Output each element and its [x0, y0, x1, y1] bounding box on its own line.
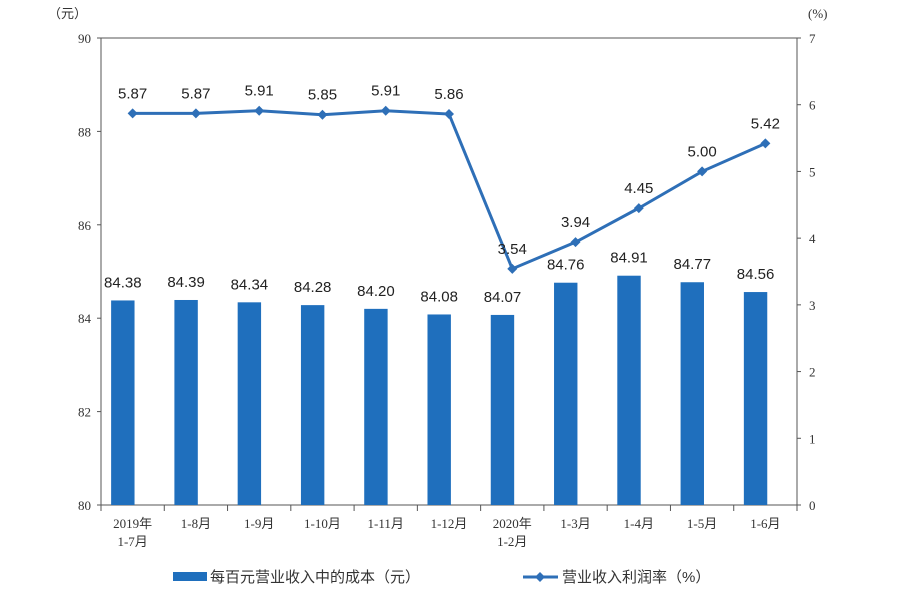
line-marker [760, 138, 771, 149]
legend-line-label: 营业收入利润率（%） [562, 569, 710, 586]
bar-data-label: 84.91 [610, 250, 648, 267]
line-data-label: 5.91 [371, 83, 400, 100]
right-axis-unit: (%) [808, 6, 828, 21]
right-tick-label: 5 [809, 164, 816, 179]
bar-data-label: 84.28 [294, 279, 332, 296]
x-tick-label: 1-12月 [431, 516, 468, 531]
line-marker [317, 109, 328, 120]
bar-data-label: 84.34 [231, 276, 269, 293]
left-tick-label: 90 [78, 31, 91, 46]
left-tick-label: 82 [78, 405, 91, 420]
right-tick-label: 6 [809, 98, 816, 113]
x-tick-label: 1-2月 [497, 534, 527, 549]
bar [680, 282, 704, 505]
line-marker [444, 109, 454, 120]
left-tick-label: 86 [78, 218, 92, 233]
line-marker [254, 105, 265, 116]
bar-data-label: 84.76 [547, 257, 585, 274]
left-tick-label: 80 [78, 498, 91, 513]
x-tick-label: 1-8月 [181, 516, 211, 531]
right-tick-label: 2 [809, 365, 816, 380]
bar-data-label: 84.39 [167, 274, 205, 291]
line-data-label: 5.91 [245, 83, 274, 100]
line-marker [127, 108, 138, 119]
bar-data-label: 84.07 [484, 289, 522, 306]
line-marker [507, 263, 518, 274]
legend-bar-swatch [173, 572, 207, 581]
right-tick-label: 3 [809, 298, 816, 313]
line-marker [697, 166, 708, 177]
right-tick-label: 7 [809, 31, 816, 46]
legend-line-marker [535, 572, 545, 582]
line-marker [570, 237, 581, 248]
x-tick-label: 1-9月 [244, 516, 274, 531]
x-tick-label: 1-6月 [750, 516, 780, 531]
bar [427, 314, 451, 505]
bar [743, 292, 768, 505]
x-tick-label: 1-5月 [687, 516, 717, 531]
bar [174, 299, 198, 505]
line-data-label: 5.00 [687, 143, 716, 160]
bar [617, 275, 641, 505]
line-data-label: 5.85 [308, 87, 337, 104]
line-series [132, 109, 766, 271]
x-tick-label: 1-3月 [560, 516, 590, 531]
x-tick-label: 1-11月 [368, 516, 404, 531]
bar-data-label: 84.38 [104, 274, 142, 291]
right-tick-label: 4 [809, 231, 816, 246]
line-data-label: 5.42 [751, 115, 780, 132]
x-tick-label: 1-7月 [117, 534, 147, 549]
bar [300, 305, 325, 505]
bar [237, 302, 262, 505]
legend-bar-label: 每百元营业收入中的成本（元） [210, 569, 420, 586]
line-data-label: 5.87 [118, 85, 147, 102]
line-data-label: 3.54 [498, 241, 527, 258]
line-data-label: 5.86 [434, 86, 463, 103]
bar [490, 314, 515, 505]
bar [554, 282, 578, 505]
bar-data-label: 84.56 [737, 266, 775, 283]
bar [364, 308, 388, 505]
line-marker [633, 203, 644, 214]
left-axis-unit: （元） [48, 6, 87, 21]
x-tick-label: 1-10月 [304, 516, 341, 531]
bar-data-label: 84.08 [420, 288, 458, 305]
x-tick-label: 1-4月 [624, 516, 654, 531]
bar [111, 300, 135, 505]
line-data-label: 3.94 [561, 214, 590, 231]
left-tick-label: 84 [78, 311, 92, 326]
line-data-label: 5.87 [181, 85, 210, 102]
line-marker [190, 108, 201, 119]
x-tick-label: 2020年 [493, 516, 532, 531]
bar-data-label: 84.20 [357, 283, 395, 300]
bar-data-label: 84.77 [674, 256, 712, 273]
right-tick-label: 1 [809, 431, 816, 446]
right-tick-label: 0 [809, 498, 816, 513]
line-data-label: 4.45 [624, 180, 653, 197]
line-marker [380, 105, 391, 116]
x-tick-label: 2019年 [113, 516, 152, 531]
left-tick-label: 88 [78, 124, 91, 139]
